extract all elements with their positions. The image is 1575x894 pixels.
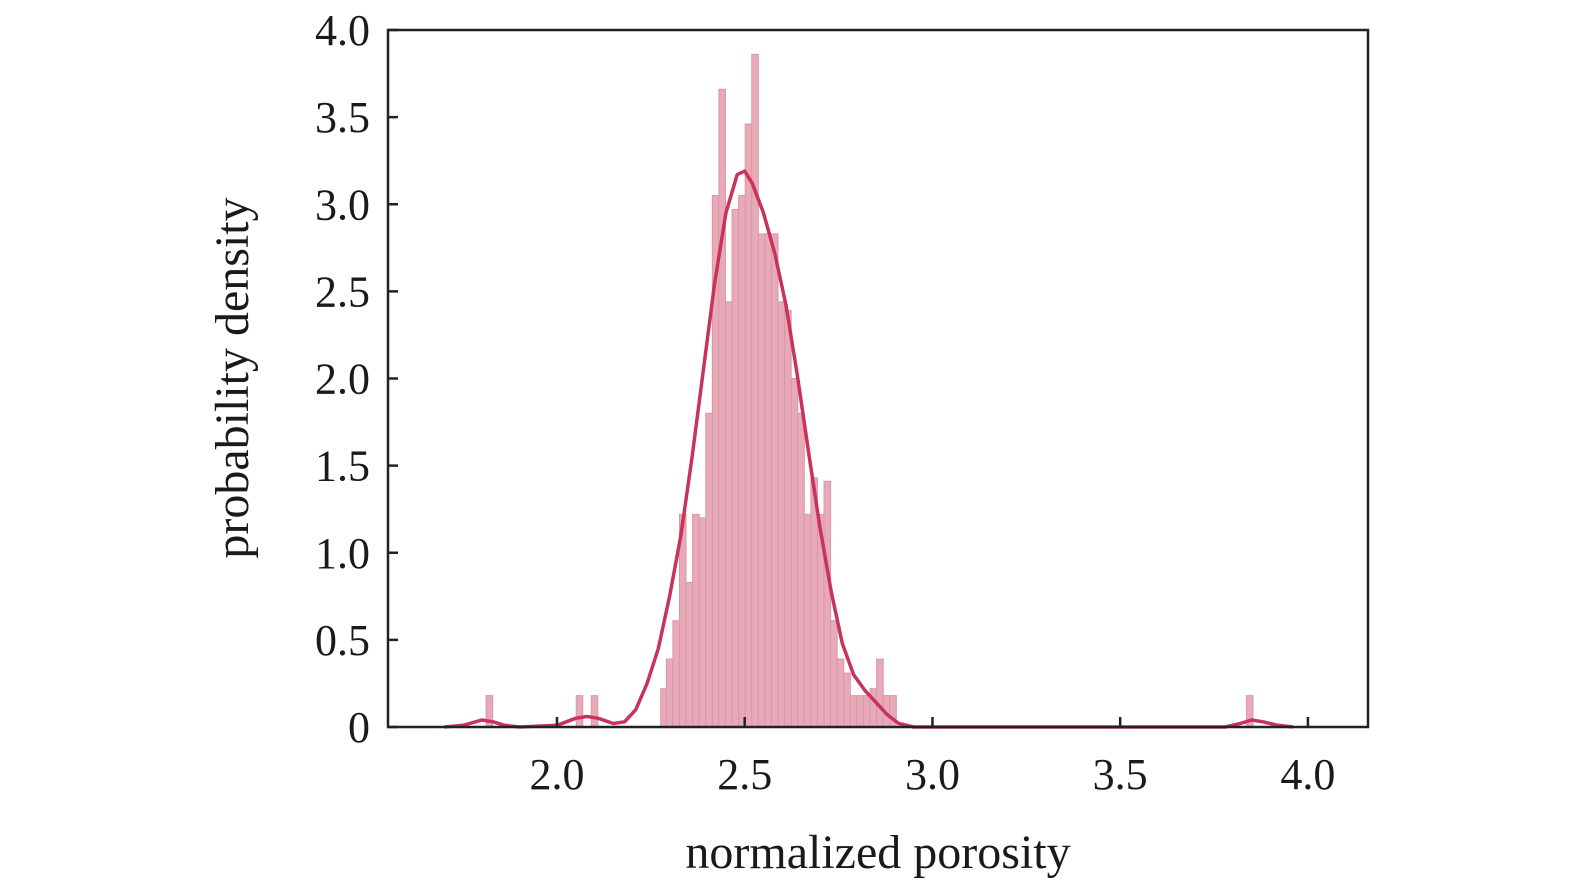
- histogram-bar: [744, 123, 753, 728]
- x-axis-title: normalized porosity: [685, 826, 1070, 879]
- y-tick-label: 4.0: [315, 6, 370, 55]
- y-tick-label: 1.5: [315, 442, 370, 491]
- histogram-bar: [876, 658, 884, 728]
- histogram-bar: [849, 695, 858, 728]
- histogram-bar: [777, 301, 786, 728]
- histogram-bar: [575, 695, 584, 728]
- histogram-bar: [797, 412, 805, 728]
- x-tick-label: 2.5: [717, 750, 772, 799]
- y-tick-label: 0.5: [315, 616, 370, 665]
- histogram-bars: [485, 53, 1254, 728]
- histogram-bar: [803, 513, 812, 728]
- histogram-bar: [862, 695, 871, 728]
- histogram-bar: [770, 233, 779, 728]
- x-tick-label: 2.0: [529, 750, 584, 799]
- histogram-bar: [665, 658, 674, 728]
- histogram-bar: [869, 688, 878, 728]
- histogram-bar: [790, 378, 799, 728]
- histogram-bar: [724, 301, 733, 728]
- y-tick-label: 3.0: [315, 180, 370, 229]
- histogram-bar: [843, 672, 851, 728]
- histogram-bar: [698, 517, 707, 728]
- x-tick-label: 3.5: [1093, 750, 1148, 799]
- plot-frame: [386, 28, 1370, 729]
- y-tick-label: 1.0: [315, 529, 370, 578]
- histogram-bar: [692, 513, 700, 728]
- histogram-bar: [830, 620, 838, 728]
- y-axis-title: probability density: [206, 197, 259, 558]
- y-tick-label: 2.0: [315, 355, 370, 404]
- histogram-bar: [685, 581, 694, 728]
- histogram-bar: [718, 88, 726, 728]
- histogram-bar: [823, 480, 832, 728]
- histogram-bar: [705, 412, 713, 728]
- y-tick-label: 0: [348, 703, 370, 752]
- histogram-bar: [590, 695, 599, 728]
- histogram-bar: [672, 620, 680, 728]
- y-axis: 0 0.5 1.0 1.5 2.0 2.5 3.0 3.5 4.0: [315, 6, 398, 752]
- x-axis: 2.0 2.5 3.0 3.5 4.0: [529, 717, 1335, 799]
- histogram-bar: [751, 53, 759, 728]
- histogram-bar: [738, 195, 746, 728]
- histogram-bar: [757, 233, 766, 728]
- histogram-bar: [856, 695, 864, 728]
- kde-curve: [444, 169, 1294, 729]
- x-tick-label: 3.0: [905, 750, 960, 799]
- y-tick-label: 2.5: [315, 267, 370, 316]
- y-tick-label: 3.5: [315, 93, 370, 142]
- histogram-bar: [784, 310, 792, 728]
- x-tick-label: 4.0: [1280, 750, 1335, 799]
- histogram-bar: [764, 233, 772, 728]
- histogram-bar: [731, 208, 740, 728]
- histogram-bar: [836, 658, 845, 728]
